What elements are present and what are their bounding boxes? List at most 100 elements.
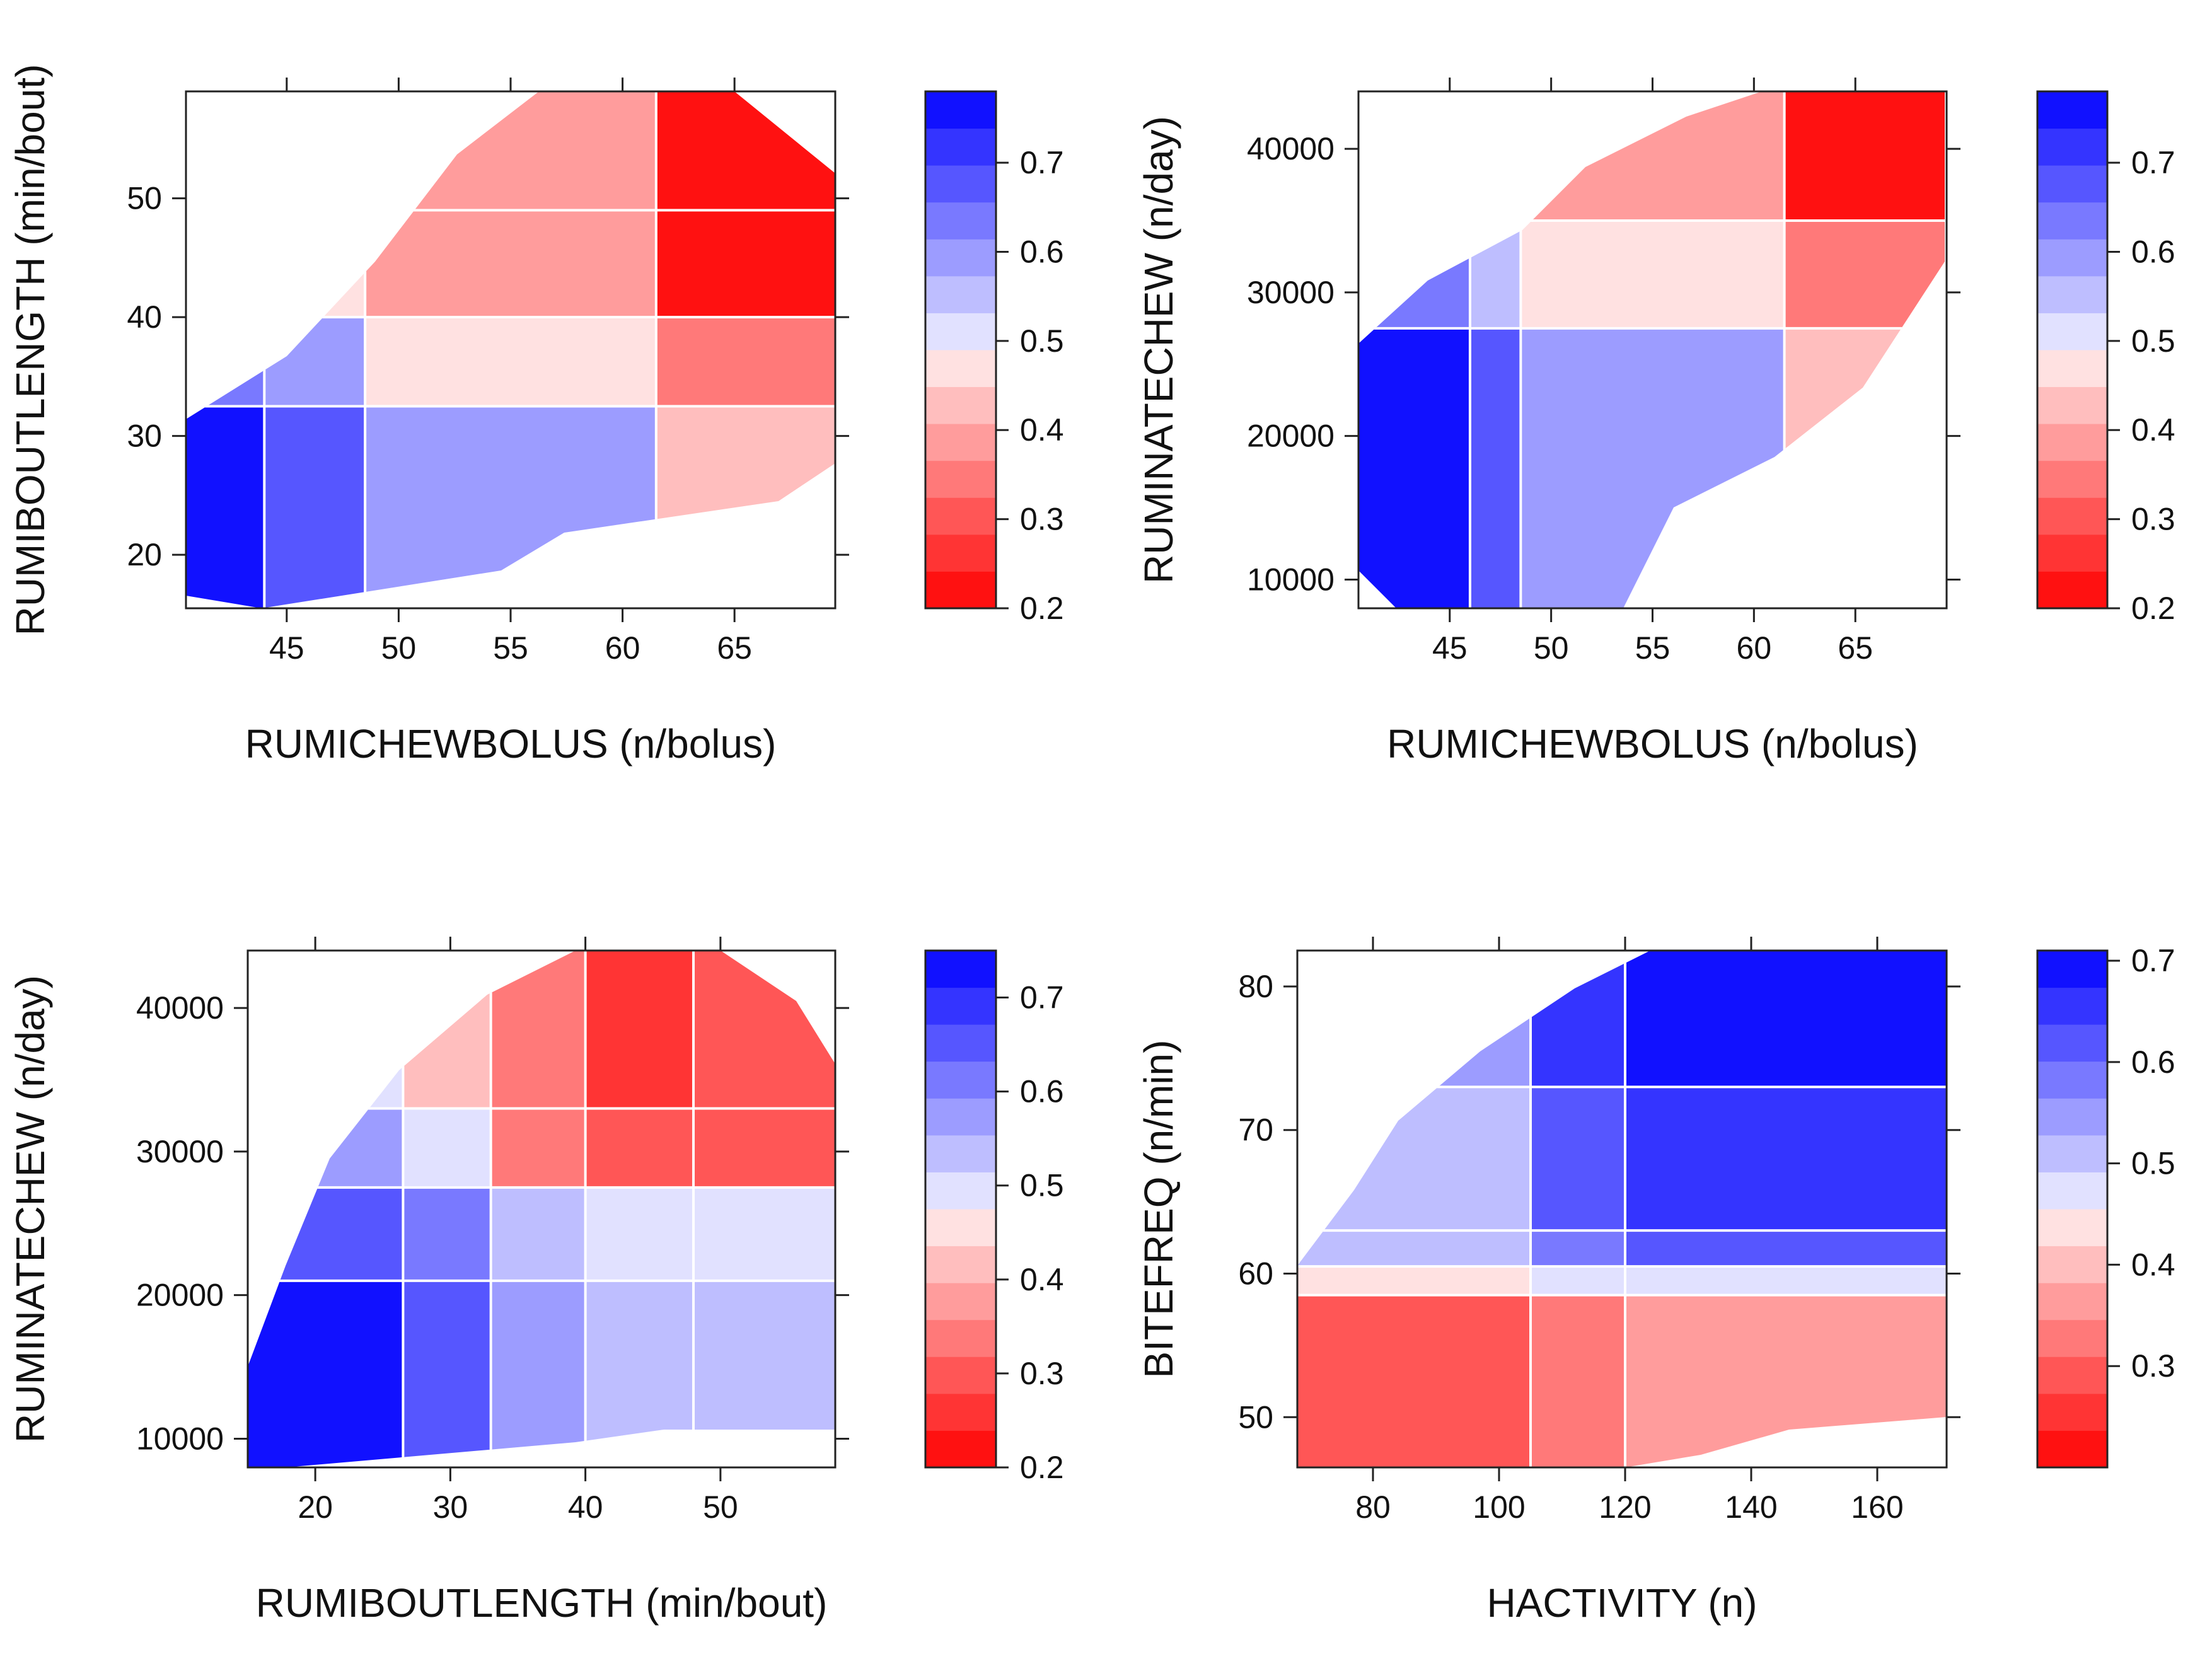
heatmap-cell	[1624, 1265, 1947, 1297]
heatmap-cell	[402, 1186, 492, 1282]
colorbar-swatch	[2037, 91, 2107, 129]
colorbar-swatch	[925, 386, 996, 424]
heatmap-cell	[186, 209, 265, 318]
colorbar-swatch	[2037, 951, 2107, 988]
colorbar-swatch	[925, 91, 996, 129]
heatmap-cell	[186, 91, 265, 212]
heatmap-cells	[248, 951, 835, 1467]
colorbar-swatch	[925, 460, 996, 498]
y-tick-label: 50	[1238, 1399, 1273, 1435]
colorbar-tick-label: 0.7	[2131, 145, 2175, 180]
heatmap-cell	[402, 1107, 492, 1189]
heatmap-cell	[186, 316, 265, 408]
colorbar-swatch	[2037, 165, 2107, 203]
heatmap-cell	[1783, 219, 1945, 330]
colorbar-frame	[924, 949, 997, 1469]
heatmap-cell	[584, 1107, 695, 1189]
colorbar-tick-label: 0.5	[1020, 1168, 1064, 1203]
x-axis-title: RUMICHEWBOLUS (n/bolus)	[1387, 721, 1918, 766]
heatmap-cell	[655, 405, 835, 608]
colorbar-frame	[924, 90, 997, 610]
colorbar-swatch	[925, 1356, 996, 1394]
heatmap-cell	[584, 951, 695, 1110]
x-tick-label: 40	[568, 1489, 603, 1525]
colorbar-tick-label: 0.6	[1020, 234, 1064, 269]
colorbar-swatch	[2037, 460, 2107, 498]
colorbar-swatch	[2037, 1135, 2107, 1172]
colorbar-tick-label: 0.3	[2131, 1348, 2175, 1384]
x-axis-title: HACTIVITY (n)	[1486, 1580, 1757, 1626]
heatmap-cell	[1529, 1085, 1626, 1232]
heatmap-cell	[692, 1107, 835, 1189]
colorbar-swatch	[925, 1430, 996, 1468]
colorbar-tick-label: 0.7	[1020, 980, 1064, 1015]
heatmap-cell	[692, 1186, 835, 1282]
heatmap-cell	[402, 1280, 492, 1467]
heatmap-cell	[1624, 1229, 1947, 1268]
colorbar-swatch	[925, 1061, 996, 1099]
heatmap-cell	[248, 1280, 404, 1467]
heatmap-cell	[1519, 91, 1786, 222]
heatmap-cells	[1297, 951, 1947, 1467]
colorbar-swatch	[2037, 987, 2107, 1025]
colorbar-swatch	[925, 1024, 996, 1062]
colorbar: 0.2 0.3 0.4 0.5 0.6 0.7	[924, 949, 1064, 1485]
heatmap-cell	[248, 1186, 404, 1282]
heatmap-cell	[1529, 1229, 1626, 1268]
y-tick-label: 30000	[136, 1134, 224, 1169]
colorbar-tick-label: 0.7	[2131, 943, 2175, 978]
heatmap-cell	[655, 209, 835, 318]
y-tick-label: 80	[1238, 969, 1273, 1004]
colorbar-frame	[2036, 949, 2109, 1469]
colorbar-swatch	[2037, 1024, 2107, 1062]
x-tick-label: 140	[1725, 1489, 1777, 1525]
colorbar-swatch	[925, 571, 996, 609]
colorbar-tick-label: 0.6	[2131, 1044, 2175, 1080]
colorbar-swatch	[2037, 1061, 2107, 1099]
colorbar-swatch	[925, 165, 996, 203]
colorbar-tick-label: 0.4	[2131, 412, 2175, 448]
x-tick-label: 30	[433, 1489, 468, 1525]
x-tick-label: 80	[1355, 1489, 1391, 1525]
colorbar-swatch	[2037, 534, 2107, 572]
colorbar-swatch	[925, 1246, 996, 1283]
colorbar-swatch	[2037, 1172, 2107, 1210]
x-tick-label: 45	[1432, 630, 1468, 666]
y-tick-label: 20000	[136, 1278, 224, 1313]
panel-top-left: 45 50 55 60 65 20 30 40 50 RUMICHEWBOLUS (n/bolus…	[8, 64, 1064, 766]
colorbar-tick-label: 0.5	[1020, 323, 1064, 359]
colorbar-swatch	[925, 350, 996, 388]
colorbar-swatch	[925, 1393, 996, 1431]
colorbar-swatch	[2037, 313, 2107, 350]
heatmap-cell	[364, 91, 657, 212]
colorbar-frame	[2036, 90, 2109, 610]
heatmap-cell	[1529, 1265, 1626, 1297]
heatmap-cell	[1519, 219, 1786, 330]
x-tick-label: 45	[269, 630, 304, 666]
colorbar-swatch	[2037, 1283, 2107, 1321]
heatmap-cell	[1297, 951, 1532, 1088]
heatmap-cell	[1469, 327, 1522, 608]
colorbar-swatch	[925, 424, 996, 461]
colorbar-tick-label: 0.4	[1020, 1262, 1064, 1297]
colorbar-swatch	[925, 1319, 996, 1357]
x-tick-label: 50	[381, 630, 417, 666]
colorbar-swatch	[2037, 275, 2107, 313]
heatmap-cell	[1297, 1085, 1532, 1232]
heatmap-cell	[1783, 91, 1945, 222]
heatmap-cell	[1529, 1294, 1626, 1467]
heatmap-cell	[364, 209, 657, 318]
y-tick-label: 20000	[1247, 419, 1335, 454]
y-tick-label: 20	[127, 537, 162, 572]
colorbar-swatch	[2037, 1319, 2107, 1357]
x-tick-label: 100	[1473, 1489, 1525, 1525]
x-tick-label: 50	[1534, 630, 1569, 666]
colorbar-tick-label: 0.5	[2131, 1146, 2175, 1181]
heatmap-cell	[655, 91, 835, 212]
colorbar-tick-label: 0.5	[2131, 323, 2175, 359]
colorbar: 0.2 0.3 0.4 0.5 0.6 0.7	[2036, 90, 2175, 626]
colorbar-swatch	[925, 951, 996, 988]
x-tick-label: 160	[1851, 1489, 1903, 1525]
heatmap-cell	[1783, 327, 1945, 608]
